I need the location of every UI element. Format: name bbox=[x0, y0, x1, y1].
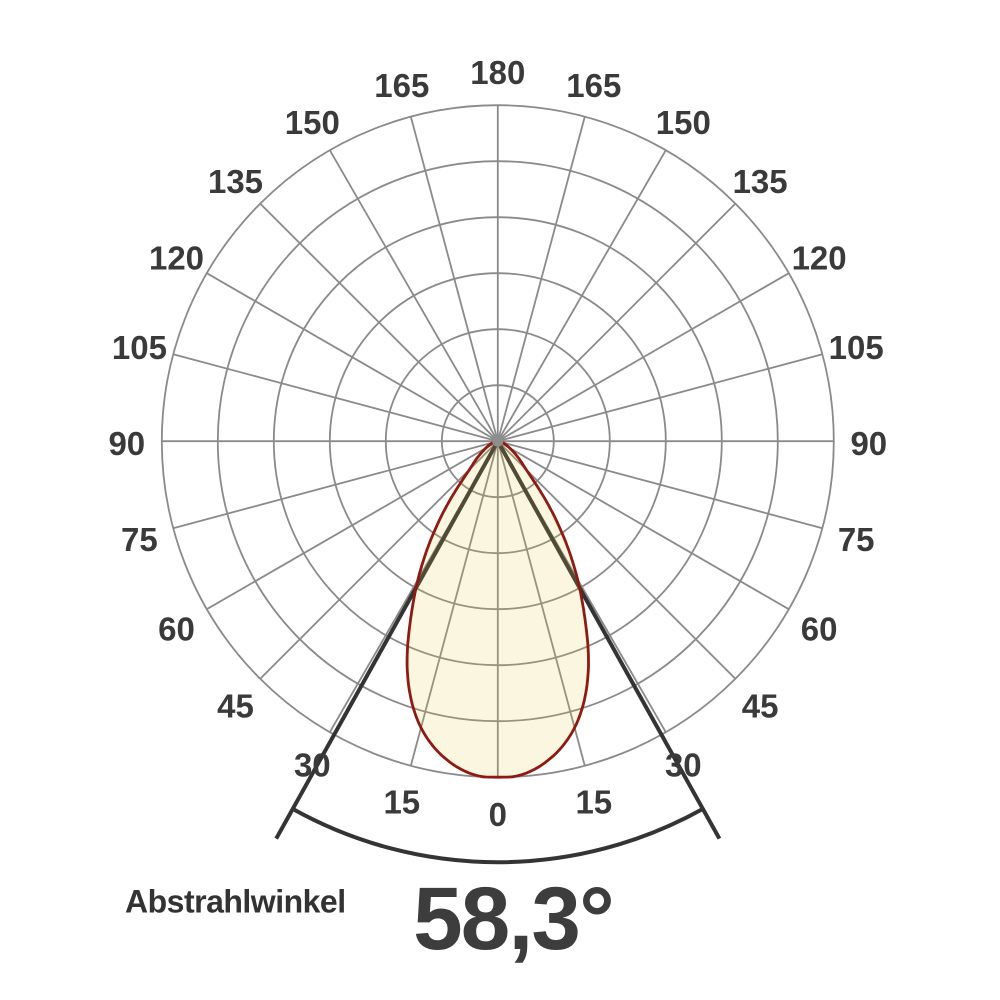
svg-text:120: 120 bbox=[149, 240, 204, 277]
svg-text:135: 135 bbox=[733, 163, 788, 200]
svg-text:58,3°: 58,3° bbox=[413, 868, 613, 968]
svg-text:90: 90 bbox=[108, 425, 145, 462]
svg-text:0: 0 bbox=[489, 796, 507, 833]
svg-text:150: 150 bbox=[285, 104, 340, 141]
svg-text:45: 45 bbox=[742, 688, 779, 725]
svg-text:165: 165 bbox=[374, 67, 429, 104]
svg-text:105: 105 bbox=[829, 329, 884, 366]
svg-text:150: 150 bbox=[656, 104, 711, 141]
svg-text:45: 45 bbox=[217, 688, 254, 725]
svg-text:75: 75 bbox=[121, 521, 158, 558]
svg-text:60: 60 bbox=[801, 611, 838, 648]
svg-text:75: 75 bbox=[838, 521, 875, 558]
svg-text:15: 15 bbox=[383, 784, 420, 821]
svg-text:165: 165 bbox=[566, 67, 621, 104]
svg-text:120: 120 bbox=[792, 240, 847, 277]
svg-text:135: 135 bbox=[208, 163, 263, 200]
svg-text:30: 30 bbox=[294, 747, 331, 784]
svg-text:15: 15 bbox=[575, 784, 612, 821]
svg-text:30: 30 bbox=[665, 747, 702, 784]
svg-text:60: 60 bbox=[158, 611, 195, 648]
svg-text:90: 90 bbox=[850, 425, 887, 462]
svg-text:105: 105 bbox=[112, 329, 167, 366]
svg-text:180: 180 bbox=[470, 54, 525, 91]
svg-text:Abstrahlwinkel: Abstrahlwinkel bbox=[125, 884, 346, 920]
